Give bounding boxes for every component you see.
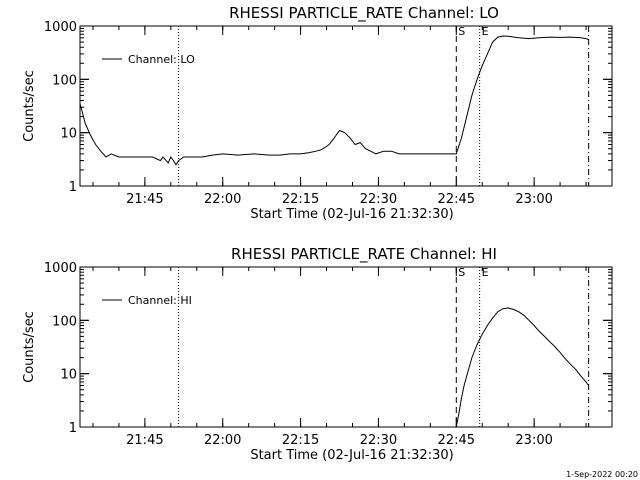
y-tick-label: 100 <box>52 314 77 329</box>
x-axis-label: Start Time (02-Jul-16 21:32:30) <box>250 448 453 463</box>
x-tick-label: 21:45 <box>126 433 163 448</box>
marker-label-s: S <box>458 266 465 279</box>
chart-title: RHESSI PARTICLE_RATE Channel: HI <box>231 245 497 264</box>
plot-frame <box>79 25 613 187</box>
footer-timestamp: 1-Sep-2022 00:20 <box>566 470 638 479</box>
legend-label: Channel: LO <box>128 53 195 66</box>
y-tick-label: 100 <box>52 73 77 88</box>
x-tick-label: 22:30 <box>360 192 397 207</box>
x-axis-label: Start Time (02-Jul-16 21:32:30) <box>250 207 453 222</box>
y-tick-label: 1000 <box>44 261 77 276</box>
y-tick-label: 1 <box>69 421 77 436</box>
y-tick-label: 10 <box>60 368 77 383</box>
x-tick-label: 22:45 <box>438 433 475 448</box>
series-line-channel--hi <box>455 307 590 428</box>
x-tick-label: 22:30 <box>360 433 397 448</box>
x-tick-label: 22:15 <box>282 433 319 448</box>
x-tick-label: 21:45 <box>126 192 163 207</box>
marker-label-e: E <box>482 266 489 279</box>
y-tick-label: 1 <box>69 180 77 195</box>
y-axis-label: Counts/sec <box>22 311 37 383</box>
chart-title: RHESSI PARTICLE_RATE Channel: LO <box>229 4 499 23</box>
x-tick-label: 22:15 <box>282 192 319 207</box>
x-tick-label: 22:45 <box>438 192 475 207</box>
marker-label-e: E <box>482 25 489 38</box>
x-tick-label: 23:00 <box>515 192 552 207</box>
marker-label-s: S <box>458 25 465 38</box>
x-tick-label: 22:00 <box>204 192 241 207</box>
legend-label: Channel: HI <box>128 294 192 307</box>
x-tick-label: 23:00 <box>515 433 552 448</box>
y-tick-label: 1000 <box>44 20 77 35</box>
y-tick-label: 10 <box>60 127 77 142</box>
series-line-channel--lo <box>79 35 589 166</box>
y-axis-label: Counts/sec <box>22 70 37 142</box>
chart-panel-1: RHESSI PARTICLE_RATE Channel: LO 1 10 100 10… <box>22 4 613 222</box>
plot-frame <box>79 266 613 428</box>
x-tick-label: 22:00 <box>204 433 241 448</box>
chart-panel-2: RHESSI PARTICLE_RATE Channel: HI 1 10 100 10… <box>22 245 613 463</box>
